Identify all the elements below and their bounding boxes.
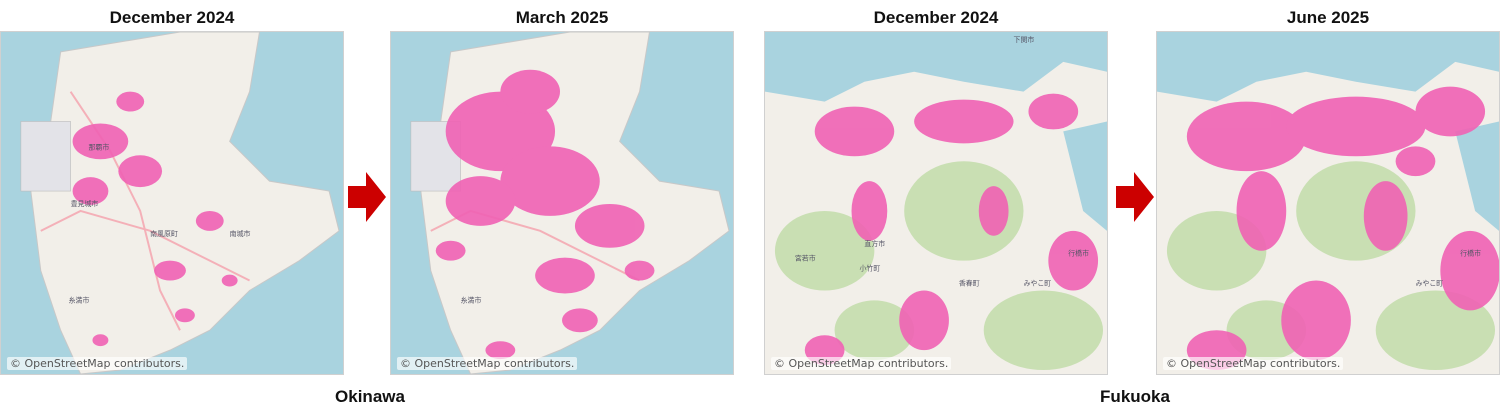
town-label: 宮若市 — [795, 254, 816, 263]
map-attribution: © OpenStreetMap contributors. — [7, 357, 188, 370]
town-label: 行橋市 — [1460, 249, 1481, 258]
fukuoka-after-map[interactable]: 行橋市 みやこ町 © OpenStreetMap contributors. — [1156, 31, 1500, 375]
fukuoka-region-label: Fukuoka — [1100, 387, 1170, 406]
map-attribution: © OpenStreetMap contributors. — [771, 357, 952, 370]
fukuoka-before-map-image: 直方市 宮若市 小竹町 行橋市 みやこ町 香春町 下関市 — [765, 32, 1107, 374]
okinawa-before-map[interactable]: 那覇市 豊見城市 南風原町 南城市 糸満市 © OpenStreetMap co… — [0, 31, 344, 375]
fukuoka-after-map-image: 行橋市 みやこ町 — [1157, 32, 1499, 374]
map-attribution: © OpenStreetMap contributors. — [1163, 357, 1344, 370]
town-label: 糸満市 — [69, 295, 90, 304]
town-label: 南風原町 — [150, 229, 178, 238]
fukuoka-before-title: December 2024 — [873, 8, 999, 27]
town-label: 豊見城市 — [71, 199, 99, 208]
town-label: 下関市 — [1014, 35, 1035, 44]
arrow-right-icon — [1116, 172, 1154, 222]
town-label: 糸満市 — [461, 295, 482, 304]
okinawa-region-label: Okinawa — [335, 387, 405, 406]
arrow-right-icon — [348, 172, 386, 222]
okinawa-after-map[interactable]: 糸満市 © OpenStreetMap contributors. — [390, 31, 734, 375]
okinawa-after-title: March 2025 — [515, 8, 609, 27]
town-label: 小竹町 — [859, 264, 880, 273]
town-label: 香春町 — [959, 279, 980, 288]
town-label: 南城市 — [230, 229, 251, 238]
fukuoka-after-title: June 2025 — [1286, 8, 1370, 27]
town-label: みやこ町 — [1023, 280, 1051, 288]
fukuoka-before-map[interactable]: 直方市 宮若市 小竹町 行橋市 みやこ町 香春町 下関市 © OpenStree… — [764, 31, 1108, 375]
town-label: 那覇市 — [88, 142, 109, 151]
okinawa-before-title: December 2024 — [109, 8, 235, 27]
okinawa-before-map-image: 那覇市 豊見城市 南風原町 南城市 糸満市 — [1, 32, 343, 374]
map-attribution: © OpenStreetMap contributors. — [397, 357, 578, 370]
okinawa-after-map-image: 糸満市 — [391, 32, 733, 374]
town-label: 行橋市 — [1068, 249, 1089, 258]
town-label: みやこ町 — [1415, 280, 1443, 288]
town-label: 直方市 — [864, 239, 885, 248]
